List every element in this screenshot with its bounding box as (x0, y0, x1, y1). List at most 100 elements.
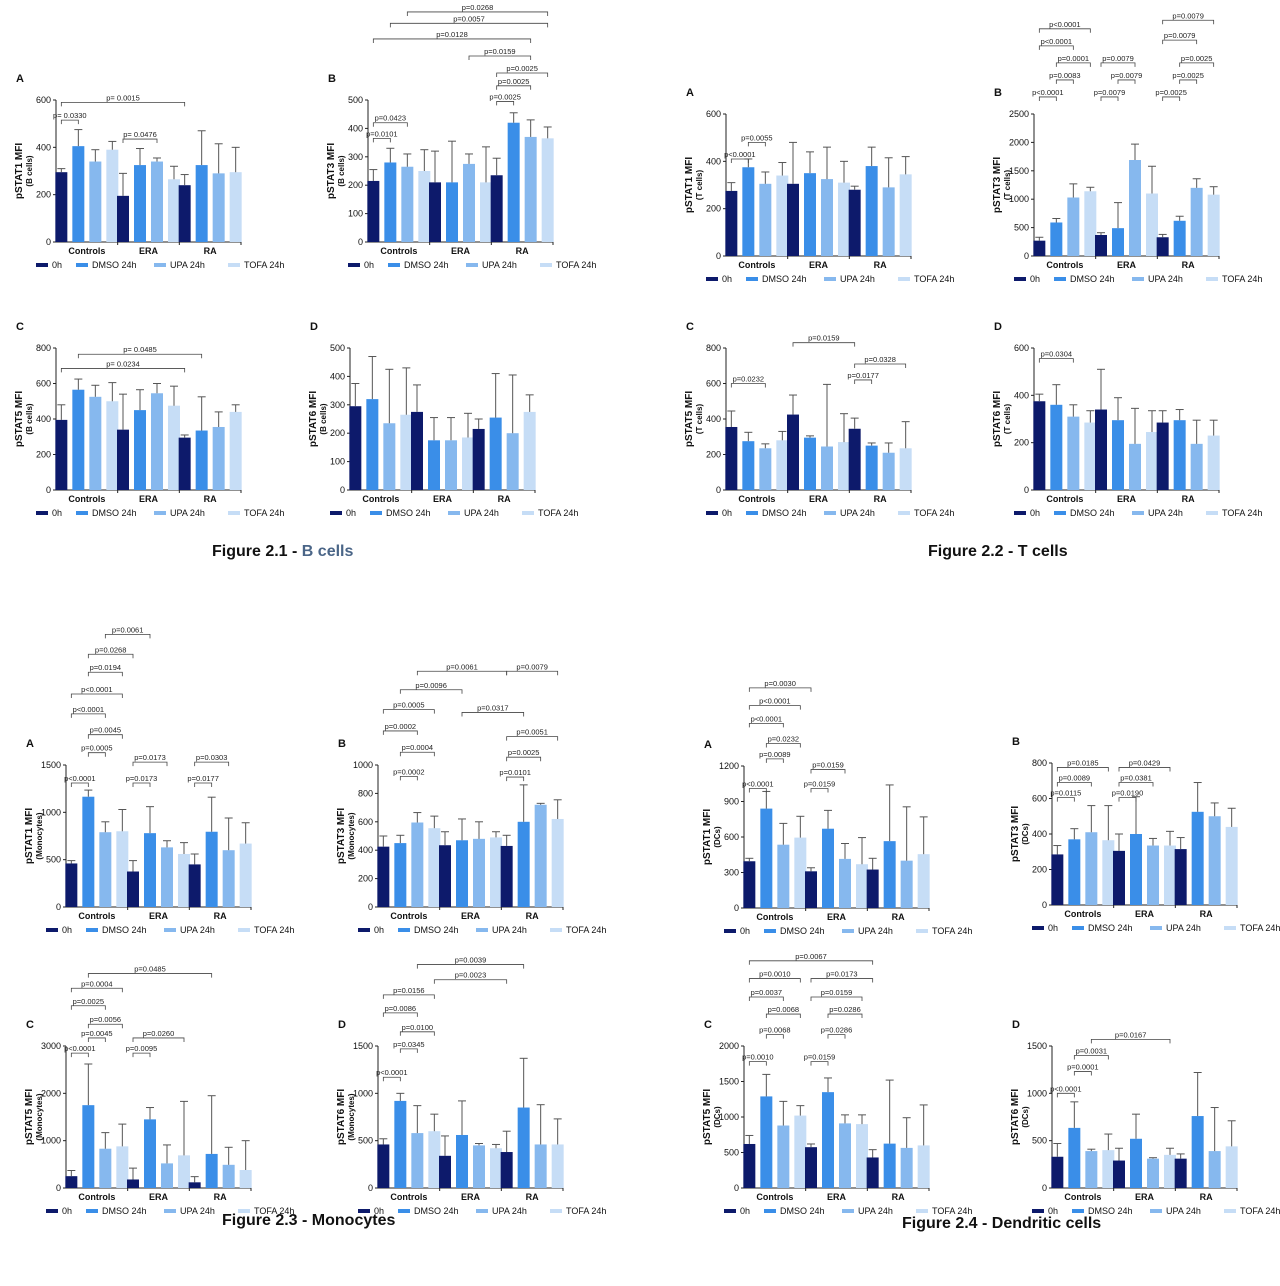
legend-label: 0h (722, 274, 732, 284)
bar (161, 1163, 173, 1188)
p-value-label: p=0.0194 (90, 663, 122, 672)
panel-letter: D (310, 321, 318, 333)
bar (1051, 854, 1064, 905)
significance-bracket (132, 761, 168, 767)
p-value-label: p=0.0045 (81, 1029, 113, 1038)
panel-letter: C (26, 1019, 34, 1031)
significance-bracket (87, 734, 123, 739)
x-category-label: ERA (827, 1192, 847, 1202)
p-value-label: p=0.0037 (751, 988, 783, 997)
bar (462, 437, 474, 490)
bar (1191, 811, 1204, 905)
x-category-label: RA (204, 494, 217, 504)
x-category-label: ERA (1135, 1192, 1155, 1202)
y-axis-label: pSTAT3 MFI (336, 808, 347, 865)
x-category-label: RA (892, 912, 905, 922)
bar (178, 185, 191, 242)
y-axis-sublabel: (B cells) (25, 403, 34, 434)
x-category-label: Controls (738, 494, 775, 504)
x-category-label: ERA (139, 494, 159, 504)
legend-swatch (348, 263, 360, 267)
x-category-label: ERA (827, 912, 847, 922)
legend-label: UPA 24h (180, 1206, 215, 1216)
bar (1050, 222, 1063, 256)
panel-letter: B (994, 87, 1002, 99)
p-value-label: p= 0.0476 (123, 130, 157, 139)
bar (490, 837, 502, 907)
legend-label: TOFA 24h (244, 260, 284, 270)
p-value-label: p=0.0089 (759, 750, 791, 759)
significance-bracket (1038, 45, 1074, 50)
legend-label: DMSO 24h (1070, 274, 1115, 284)
panel-letter: B (328, 73, 336, 85)
bar (205, 831, 218, 907)
x-category-label: ERA (461, 911, 481, 921)
bar (866, 869, 879, 908)
legend-label: TOFA 24h (932, 926, 972, 936)
y-tick-label: 600 (706, 109, 721, 119)
x-category-label: Controls (78, 1192, 115, 1202)
y-axis-label: pSTAT5 MFI (684, 391, 695, 448)
legend-swatch (1014, 511, 1026, 515)
y-tick-label: 1500 (41, 760, 61, 770)
legend-swatch (540, 263, 552, 267)
legend-swatch (86, 928, 98, 932)
p-value-label: p=0.0002 (393, 767, 425, 776)
significance-bracket (496, 101, 515, 106)
p-value-label: p=0.0025 (506, 64, 538, 73)
panel-letter: A (686, 87, 694, 99)
significance-bracket (1179, 79, 1198, 84)
bar (839, 858, 851, 908)
y-axis-label: pSTAT5 MFI (14, 391, 25, 448)
p-value-label: p<0.0001 (73, 705, 105, 714)
bar (127, 871, 139, 907)
significance-bracket (87, 671, 123, 677)
legend-swatch (916, 1209, 928, 1213)
bar (82, 1105, 95, 1188)
significance-bracket (748, 687, 812, 692)
bar (151, 161, 163, 242)
bar (900, 1147, 913, 1188)
legend-swatch (398, 1209, 410, 1213)
significance-bracket (1118, 782, 1154, 787)
legend-swatch (228, 511, 240, 515)
significance-bracket (70, 1005, 106, 1010)
bar (882, 187, 895, 256)
bar (1112, 228, 1124, 256)
p-value-label: p=0.0101 (366, 129, 398, 138)
bar (856, 1124, 868, 1188)
legend-swatch (1206, 511, 1218, 515)
p-value-label: p=0.0159 (804, 1053, 836, 1062)
significance-bracket (1056, 1092, 1075, 1098)
bar (117, 195, 129, 242)
legend-label: UPA 24h (482, 260, 517, 270)
bar (839, 1123, 851, 1188)
significance-bracket (372, 122, 408, 127)
x-category-label: RA (214, 911, 227, 921)
y-axis-sublabel: (DCs) (713, 1106, 722, 1128)
p-value-label: p= 0.0015 (106, 93, 140, 102)
bar (188, 864, 201, 907)
p-value-label: p=0.0115 (1050, 789, 1081, 798)
bar (882, 452, 895, 490)
bar (65, 863, 78, 907)
p-value-label: p=0.0303 (196, 753, 228, 762)
significance-bracket (60, 101, 186, 107)
significance-bracket (382, 709, 435, 714)
y-axis-label: pSTAT1 MFI (702, 809, 713, 866)
p-value-label: p=0.0005 (81, 744, 113, 753)
p-value-label: p=0.0001 (1067, 1063, 1099, 1072)
bar (384, 162, 397, 242)
bar (1102, 840, 1115, 905)
legend-swatch (746, 511, 758, 515)
legend-swatch (1206, 277, 1218, 281)
bar (917, 1145, 930, 1188)
legend-label: DMSO 24h (414, 1206, 459, 1216)
bar (366, 399, 379, 490)
